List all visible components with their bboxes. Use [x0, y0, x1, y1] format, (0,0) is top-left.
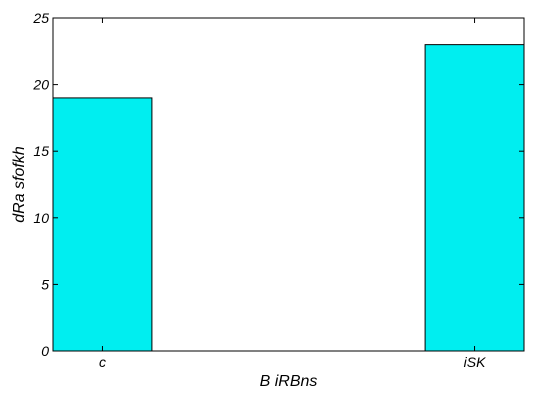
x-tick-label: c: [99, 354, 106, 370]
bar-iSK: [424, 44, 525, 352]
y-axis-label: dRa sfofkh: [11, 146, 28, 223]
bars-group: [52, 44, 525, 352]
y-axis-ticks: 0 5 10 15 20 25: [32, 10, 524, 359]
y-tick-label: 0: [41, 343, 49, 359]
x-axis-label: B iRBns: [260, 373, 318, 390]
y-tick-label: 15: [33, 143, 49, 159]
x-tick-label: iSK: [464, 354, 486, 370]
y-tick-label: 10: [33, 210, 49, 226]
x-axis-ticks: c iSK: [99, 18, 486, 370]
y-tick-label: 5: [41, 276, 49, 292]
bar-c: [52, 97, 153, 352]
y-tick-label: 20: [32, 77, 49, 93]
y-tick-label: 25: [32, 10, 49, 26]
plot-frame: [52, 17, 525, 352]
